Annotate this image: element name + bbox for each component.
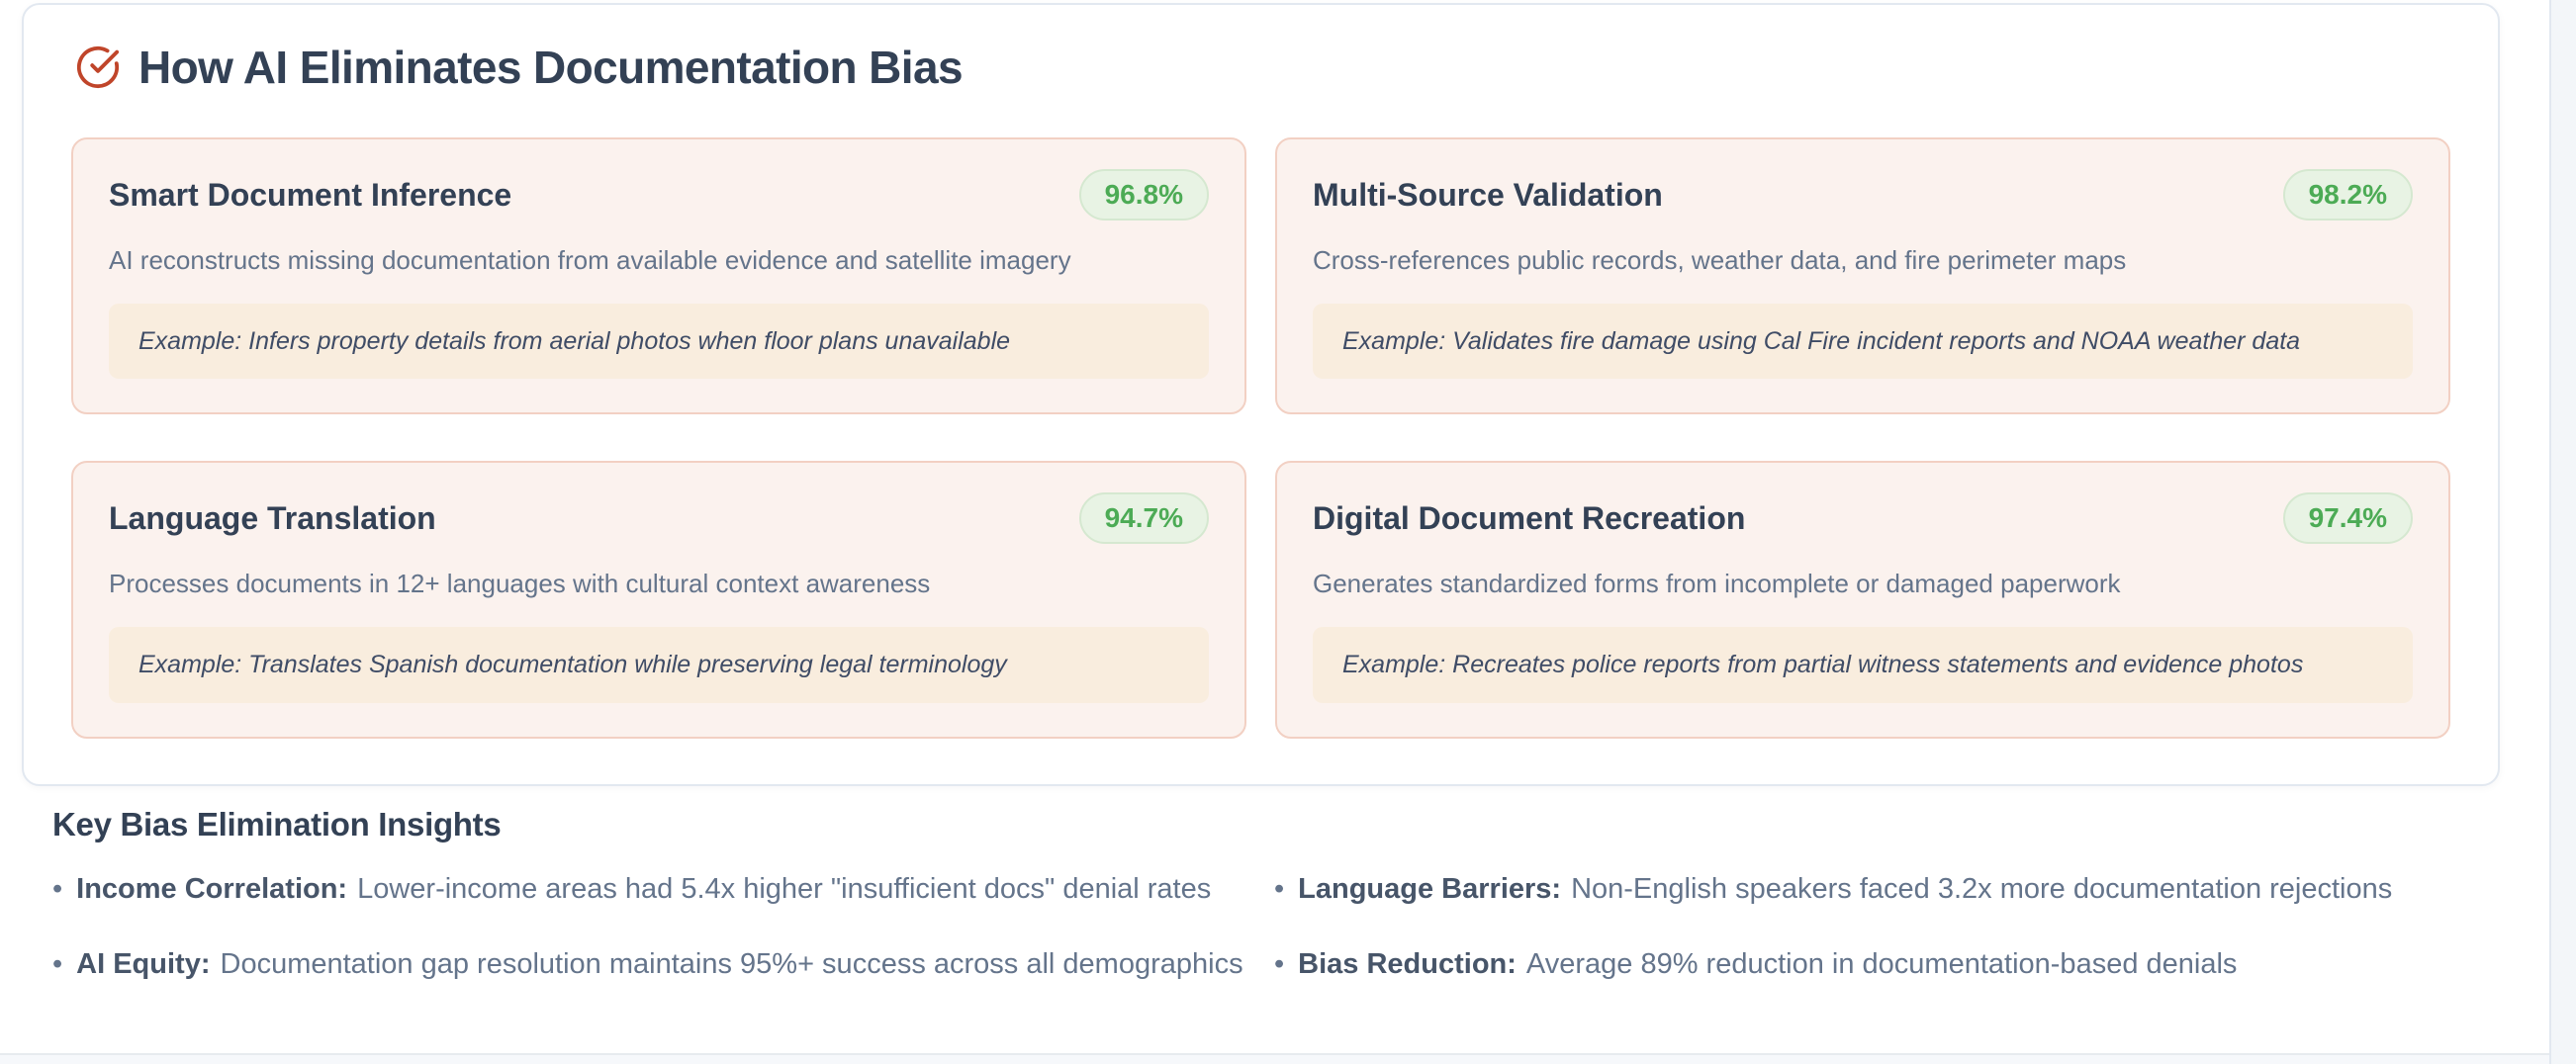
bullet-dot: • [52,873,63,905]
card-header: Multi-Source Validation 98.2% [1313,169,2413,221]
card-title: Smart Document Inference [109,177,512,213]
insight-label: AI Equity: [76,948,211,981]
card-title: Multi-Source Validation [1313,177,1663,213]
example-text: Example: Validates fire damage using Cal… [1342,326,2301,355]
example-box: Example: Validates fire damage using Cal… [1313,303,2413,380]
check-circle-icon [75,44,121,90]
insight-label: Bias Reduction: [1298,948,1517,981]
card-header: Smart Document Inference 96.8% [109,169,1209,221]
insights-grid: • Income Correlation: Lower-income areas h… [52,871,2486,983]
documentation-bias-panel: How AI Eliminates Documentation Bias Sma… [22,3,2500,786]
example-box: Example: Translates Spanish documentatio… [109,627,1209,703]
insight-label: Language Barriers: [1298,873,1562,905]
insight-bias-reduction: • Bias Reduction: Average 89% reduction in… [1274,946,2486,982]
example-text: Example: Translates Spanish documentatio… [138,651,1007,679]
insight-language-barriers: • Language Barriers: Non-English speakers … [1274,871,2486,907]
card-header: Digital Document Recreation 97.4% [1313,492,2413,545]
bullet-dot: • [52,948,63,981]
insight-label: Income Correlation: [76,873,348,905]
example-box: Example: Infers property details from ae… [109,303,1209,380]
feature-cards-grid: Smart Document Inference 96.8% AI recons… [71,137,2450,739]
insight-text: Average 89% reduction in documentation-b… [1525,948,2238,981]
card-language-translation: Language Translation 94.7% Processes doc… [71,461,1246,739]
card-smart-document-inference: Smart Document Inference 96.8% AI recons… [71,137,1246,415]
panel-header: How AI Eliminates Documentation Bias [75,41,2450,94]
insight-income-correlation: • Income Correlation: Lower-income areas h… [52,871,1274,907]
page-background-bottom-edge [0,1053,2549,1064]
insight-text: Documentation gap resolution maintains 9… [220,948,1243,981]
accuracy-badge: 98.2% [2282,169,2413,221]
card-description: Cross-references public records, weather… [1313,245,2127,275]
accuracy-badge: 94.7% [1078,492,1209,545]
bullet-dot: • [1274,948,1285,981]
card-header: Language Translation 94.7% [109,492,1209,545]
card-description: Generates standardized forms from incomp… [1313,569,2121,599]
card-title: Language Translation [109,500,436,537]
insight-ai-equity: • AI Equity: Documentation gap resolution … [52,946,1274,982]
accuracy-badge: 96.8% [1078,169,1209,221]
insight-text: Lower-income areas had 5.4x higher "insu… [357,873,1212,905]
card-digital-document-recreation: Digital Document Recreation 97.4% Genera… [1275,461,2450,739]
insight-text: Non-English speakers faced 3.2x more doc… [1571,873,2393,905]
bullet-dot: • [1274,873,1285,905]
page-title: How AI Eliminates Documentation Bias [138,42,964,93]
card-multi-source-validation: Multi-Source Validation 98.2% Cross-refe… [1275,137,2450,415]
card-title: Digital Document Recreation [1313,500,1746,537]
accuracy-badge: 97.4% [2282,492,2413,545]
example-text: Example: Infers property details from ae… [138,326,1011,355]
example-box: Example: Recreates police reports from p… [1313,627,2413,703]
insights-heading: Key Bias Elimination Insights [52,806,502,842]
card-description: Processes documents in 12+ languages wit… [109,569,931,599]
key-insights-section: Key Bias Elimination Insights • Income Co… [52,806,2486,983]
page-background-right-edge [2549,0,2576,1064]
example-text: Example: Recreates police reports from p… [1342,651,2304,679]
card-description: AI reconstructs missing documentation fr… [109,245,1071,275]
